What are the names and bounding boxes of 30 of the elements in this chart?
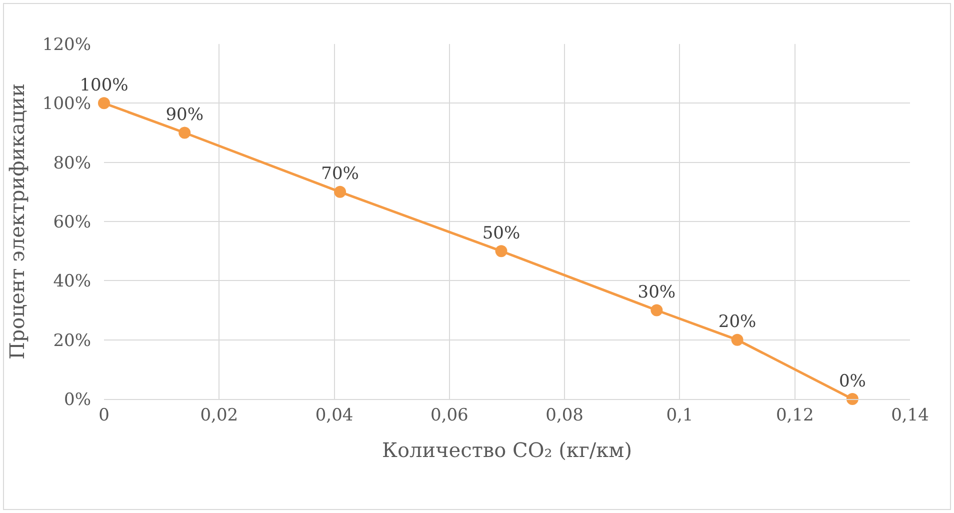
point (650, 304, 663, 316)
data-label: 70% (321, 164, 359, 184)
y-tick-label: 20% (53, 330, 91, 351)
data-label: 50% (482, 223, 520, 244)
point (495, 245, 508, 258)
y-tick-label: 0% (64, 390, 91, 410)
y-tick-label: 80% (53, 153, 91, 174)
point (731, 334, 744, 346)
point (178, 126, 191, 139)
x-axis-title: Количество CO₂ (кг/км) (382, 438, 632, 462)
data-label: 20% (718, 312, 756, 332)
y-tick-label: 40% (53, 272, 91, 292)
data-label: 0% (838, 371, 866, 392)
data-label: 90% (166, 105, 204, 125)
x-tick-label: 0,02 (200, 405, 238, 426)
data-label: 30% (638, 282, 676, 302)
y-axis-title: Процент электрификации (4, 83, 29, 360)
y-tick-label: 120% (42, 34, 91, 55)
x-tick-label: 0,06 (430, 405, 468, 426)
x-tick-label: 0,08 (546, 405, 584, 426)
x-tick-label: 0,12 (776, 405, 814, 426)
point (98, 97, 110, 110)
x-tick-label: 0,14 (891, 405, 929, 426)
x-tick-label: 0,04 (315, 405, 354, 426)
x-tick-label: 0,1 (666, 405, 694, 426)
point (334, 186, 346, 198)
y-tick-label: 60% (53, 212, 91, 232)
x-tick-label: 0 (98, 405, 110, 426)
y-tick-label: 100% (42, 94, 91, 114)
data-label: 100% (80, 75, 128, 96)
